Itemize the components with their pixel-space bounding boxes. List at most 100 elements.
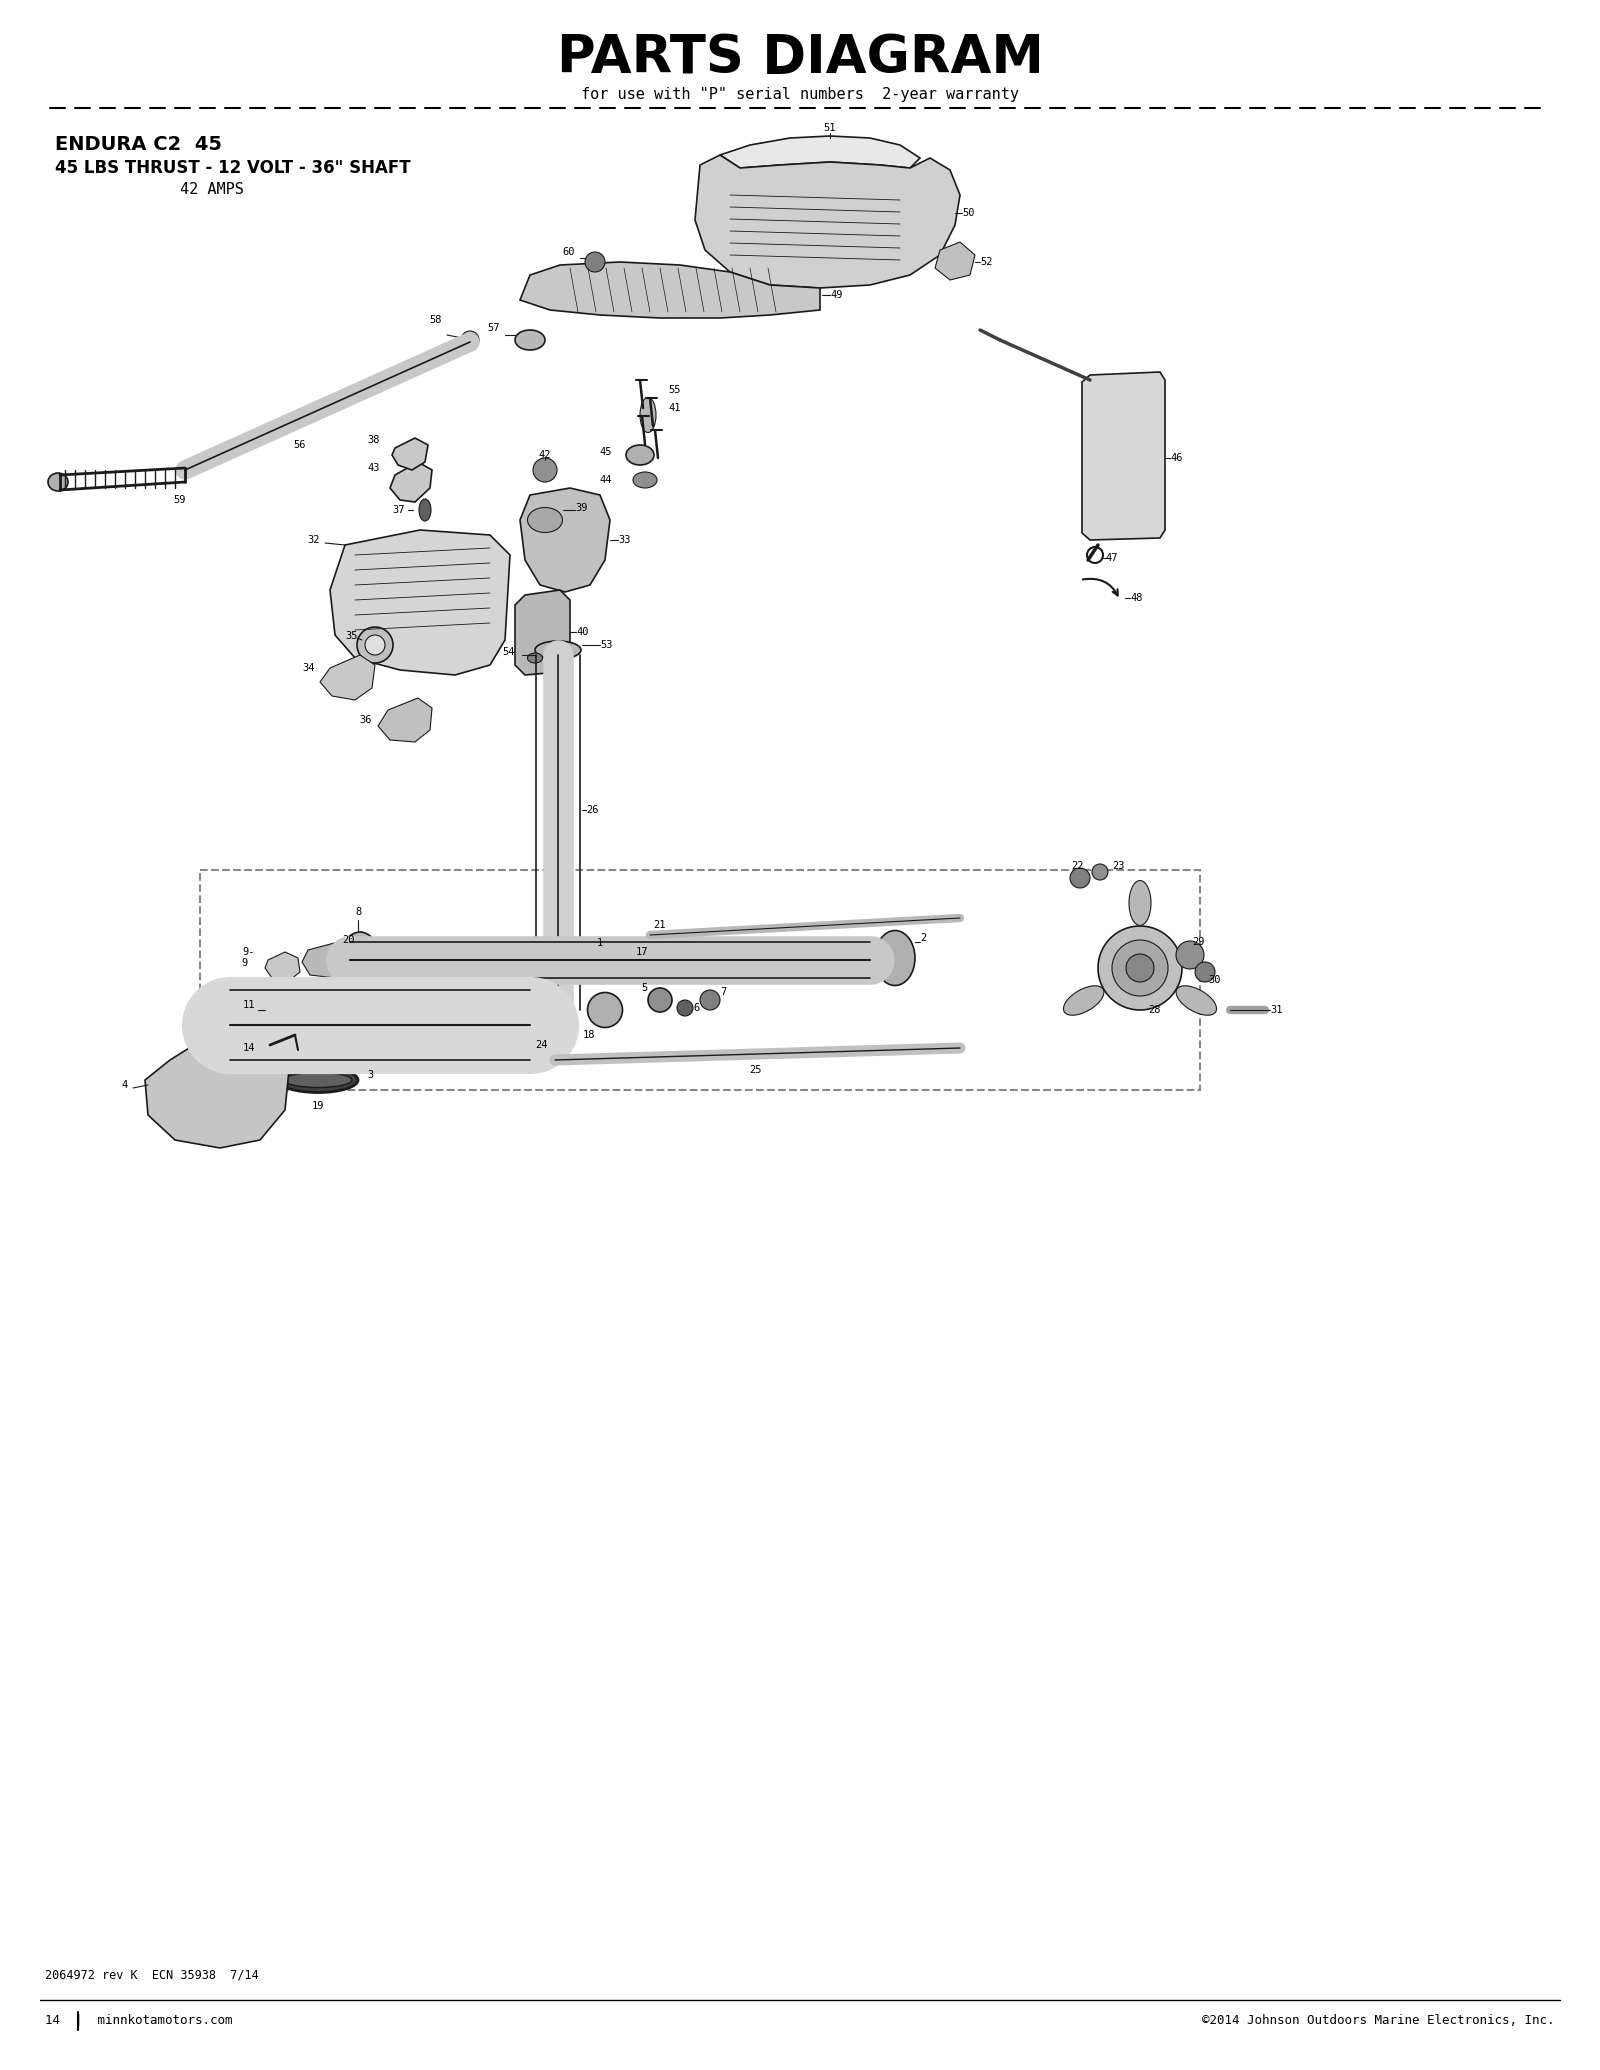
Text: 24: 24	[536, 1039, 547, 1049]
Text: 32: 32	[307, 534, 320, 544]
Text: 14  |  minnkotamotors.com: 14 | minnkotamotors.com	[45, 2014, 232, 2027]
Polygon shape	[392, 439, 429, 470]
Circle shape	[701, 989, 720, 1010]
Ellipse shape	[341, 932, 379, 983]
Text: 58: 58	[429, 315, 442, 325]
Text: 52: 52	[979, 257, 992, 267]
Text: 40: 40	[576, 627, 589, 638]
Ellipse shape	[278, 1068, 358, 1093]
Text: 45: 45	[600, 447, 611, 457]
Ellipse shape	[650, 956, 670, 975]
Ellipse shape	[587, 992, 622, 1027]
Polygon shape	[720, 137, 920, 168]
Text: 46: 46	[1170, 453, 1182, 464]
Polygon shape	[515, 590, 570, 675]
Text: 19: 19	[312, 1101, 325, 1112]
Circle shape	[648, 987, 672, 1012]
Text: 2064972 rev K  ECN 35938  7/14: 2064972 rev K ECN 35938 7/14	[45, 1969, 259, 1981]
Circle shape	[1126, 954, 1154, 981]
Polygon shape	[390, 462, 432, 503]
Ellipse shape	[634, 472, 658, 489]
Text: 43: 43	[368, 464, 381, 474]
Text: 44: 44	[600, 474, 611, 484]
Text: 50: 50	[962, 207, 974, 217]
Text: 22: 22	[1072, 861, 1085, 871]
Ellipse shape	[541, 1010, 570, 1039]
Ellipse shape	[1176, 985, 1216, 1014]
Circle shape	[1098, 925, 1182, 1010]
Text: 39: 39	[574, 503, 587, 513]
Polygon shape	[694, 155, 960, 288]
Text: 30: 30	[1208, 975, 1221, 985]
Text: 8: 8	[355, 907, 362, 917]
Text: 28: 28	[1149, 1006, 1160, 1014]
Polygon shape	[266, 998, 302, 1031]
Ellipse shape	[419, 499, 430, 522]
Circle shape	[267, 1043, 277, 1054]
Text: 59: 59	[174, 495, 186, 505]
Polygon shape	[330, 530, 510, 675]
Text: 31: 31	[1270, 1006, 1283, 1014]
Text: 1: 1	[597, 938, 603, 948]
Text: 48: 48	[1130, 592, 1142, 602]
Text: 42: 42	[539, 449, 552, 460]
Polygon shape	[520, 489, 610, 592]
Circle shape	[1112, 940, 1168, 996]
Ellipse shape	[285, 1072, 352, 1087]
Polygon shape	[378, 698, 432, 741]
Text: 29: 29	[1192, 938, 1205, 946]
Polygon shape	[520, 263, 819, 319]
Text: 2: 2	[920, 934, 926, 944]
Polygon shape	[146, 1010, 290, 1149]
Text: ENDURA C2  45: ENDURA C2 45	[54, 135, 222, 155]
Polygon shape	[320, 654, 374, 700]
Polygon shape	[1082, 373, 1165, 540]
Circle shape	[1070, 867, 1090, 888]
Text: 26: 26	[586, 805, 598, 816]
Ellipse shape	[1130, 880, 1150, 925]
Text: 51: 51	[824, 122, 837, 132]
Ellipse shape	[48, 474, 67, 491]
Text: 3: 3	[366, 1070, 373, 1081]
Text: 56: 56	[294, 441, 306, 449]
Polygon shape	[302, 942, 352, 977]
Polygon shape	[934, 242, 974, 279]
Circle shape	[365, 635, 386, 654]
Text: 11: 11	[243, 1000, 254, 1010]
Text: 5: 5	[642, 983, 648, 994]
Text: 34: 34	[302, 662, 315, 673]
Circle shape	[1195, 963, 1214, 981]
Text: 14: 14	[243, 1043, 254, 1054]
Text: 4: 4	[122, 1081, 128, 1091]
Polygon shape	[266, 952, 301, 979]
Text: 53: 53	[600, 640, 613, 650]
Ellipse shape	[1064, 985, 1104, 1014]
Text: 57: 57	[488, 323, 499, 333]
Text: 7: 7	[720, 987, 726, 998]
Text: 37: 37	[392, 505, 405, 515]
Ellipse shape	[640, 397, 656, 433]
Circle shape	[677, 1000, 693, 1016]
Text: 35: 35	[346, 631, 358, 642]
Text: 18: 18	[582, 1031, 595, 1039]
Circle shape	[1091, 863, 1107, 880]
Text: 49: 49	[830, 290, 843, 300]
Text: 33: 33	[618, 534, 630, 544]
Text: 47: 47	[1106, 553, 1117, 563]
Ellipse shape	[461, 331, 478, 350]
Text: 9: 9	[242, 958, 248, 969]
Text: 60: 60	[563, 246, 574, 257]
Text: 38: 38	[368, 435, 381, 445]
Ellipse shape	[515, 329, 546, 350]
Text: 54: 54	[502, 648, 515, 656]
Text: 17: 17	[635, 946, 648, 956]
Text: 55: 55	[669, 385, 680, 395]
Ellipse shape	[528, 507, 563, 532]
Circle shape	[357, 627, 394, 662]
Ellipse shape	[626, 445, 654, 466]
Text: 21: 21	[654, 919, 666, 929]
Text: PARTS DIAGRAM: PARTS DIAGRAM	[557, 31, 1043, 85]
Text: 42 AMPS: 42 AMPS	[179, 182, 243, 197]
Text: 25: 25	[749, 1064, 762, 1074]
Text: 6: 6	[693, 1004, 699, 1012]
